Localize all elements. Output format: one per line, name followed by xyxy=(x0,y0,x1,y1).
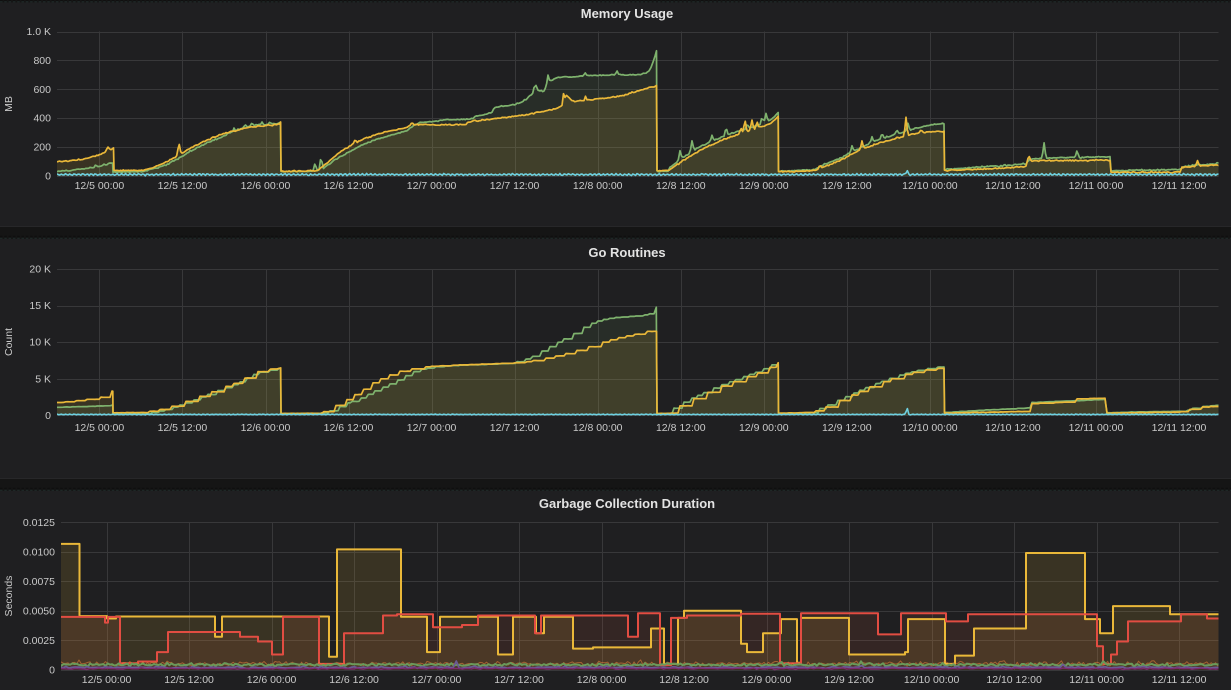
svg-text:12/5 12:00: 12/5 12:00 xyxy=(158,180,208,192)
svg-text:12/5 12:00: 12/5 12:00 xyxy=(164,674,214,686)
svg-text:12/8 12:00: 12/8 12:00 xyxy=(656,180,706,192)
svg-text:12/7 12:00: 12/7 12:00 xyxy=(490,180,540,192)
svg-text:0: 0 xyxy=(45,171,51,183)
svg-text:12/11 12:00: 12/11 12:00 xyxy=(1152,180,1207,192)
svg-text:12/6 12:00: 12/6 12:00 xyxy=(329,674,379,686)
svg-text:12/6 00:00: 12/6 00:00 xyxy=(241,422,291,434)
svg-text:12/5 12:00: 12/5 12:00 xyxy=(158,422,208,434)
svg-text:20 K: 20 K xyxy=(29,264,51,276)
svg-text:12/7 12:00: 12/7 12:00 xyxy=(490,422,540,434)
svg-text:MB: MB xyxy=(3,96,15,112)
svg-text:12/10 12:00: 12/10 12:00 xyxy=(985,180,1041,192)
svg-text:12/8 00:00: 12/8 00:00 xyxy=(577,674,627,686)
svg-text:12/7 00:00: 12/7 00:00 xyxy=(407,422,457,434)
svg-text:800: 800 xyxy=(33,55,51,67)
svg-text:5 K: 5 K xyxy=(35,373,51,385)
svg-text:12/10 00:00: 12/10 00:00 xyxy=(904,674,960,686)
svg-text:0: 0 xyxy=(45,410,51,422)
svg-text:Go Routines: Go Routines xyxy=(588,245,665,260)
svg-text:12/5 00:00: 12/5 00:00 xyxy=(75,180,125,192)
svg-text:0.0125: 0.0125 xyxy=(23,517,55,529)
svg-text:0.0100: 0.0100 xyxy=(23,546,55,558)
svg-text:200: 200 xyxy=(33,142,51,154)
svg-text:12/7 00:00: 12/7 00:00 xyxy=(412,674,462,686)
svg-text:12/11 00:00: 12/11 00:00 xyxy=(1069,180,1124,192)
svg-text:12/9 00:00: 12/9 00:00 xyxy=(739,180,789,192)
svg-text:12/11 00:00: 12/11 00:00 xyxy=(1069,674,1124,686)
svg-text:12/6 12:00: 12/6 12:00 xyxy=(324,180,374,192)
svg-text:0: 0 xyxy=(49,664,55,676)
svg-text:12/11 12:00: 12/11 12:00 xyxy=(1152,674,1207,686)
svg-text:12/9 12:00: 12/9 12:00 xyxy=(822,422,872,434)
svg-text:12/9 00:00: 12/9 00:00 xyxy=(739,422,789,434)
svg-text:12/10 12:00: 12/10 12:00 xyxy=(985,422,1041,434)
svg-text:12/11 12:00: 12/11 12:00 xyxy=(1152,422,1207,434)
svg-text:Count: Count xyxy=(3,328,15,356)
svg-text:12/9 12:00: 12/9 12:00 xyxy=(822,180,872,192)
svg-text:12/8 12:00: 12/8 12:00 xyxy=(659,674,709,686)
svg-text:12/6 00:00: 12/6 00:00 xyxy=(247,674,297,686)
svg-text:600: 600 xyxy=(33,84,51,96)
svg-text:15 K: 15 K xyxy=(29,300,51,312)
svg-text:12/9 00:00: 12/9 00:00 xyxy=(742,674,792,686)
svg-text:Seconds: Seconds xyxy=(3,576,15,617)
svg-text:12/5 00:00: 12/5 00:00 xyxy=(75,422,125,434)
svg-text:10 K: 10 K xyxy=(29,337,51,349)
svg-text:0.0025: 0.0025 xyxy=(23,635,55,647)
svg-text:12/9 12:00: 12/9 12:00 xyxy=(824,674,874,686)
svg-text:12/8 00:00: 12/8 00:00 xyxy=(573,422,623,434)
svg-text:12/7 12:00: 12/7 12:00 xyxy=(494,674,544,686)
svg-text:12/11 00:00: 12/11 00:00 xyxy=(1069,422,1124,434)
svg-text:12/10 00:00: 12/10 00:00 xyxy=(902,180,958,192)
svg-text:Garbage Collection Duration: Garbage Collection Duration xyxy=(539,496,715,511)
svg-text:12/6 00:00: 12/6 00:00 xyxy=(241,180,291,192)
svg-text:12/5 00:00: 12/5 00:00 xyxy=(82,674,132,686)
svg-text:Memory Usage: Memory Usage xyxy=(581,6,673,21)
svg-text:12/7 00:00: 12/7 00:00 xyxy=(407,180,457,192)
svg-text:0.0050: 0.0050 xyxy=(23,605,55,617)
svg-text:0.0075: 0.0075 xyxy=(23,576,55,588)
svg-text:12/8 12:00: 12/8 12:00 xyxy=(656,422,706,434)
svg-text:12/8 00:00: 12/8 00:00 xyxy=(573,180,623,192)
svg-text:12/10 00:00: 12/10 00:00 xyxy=(902,422,958,434)
svg-text:400: 400 xyxy=(33,113,51,125)
svg-text:12/10 12:00: 12/10 12:00 xyxy=(986,674,1042,686)
svg-text:12/6 12:00: 12/6 12:00 xyxy=(324,422,374,434)
svg-text:1.0 K: 1.0 K xyxy=(26,26,51,38)
